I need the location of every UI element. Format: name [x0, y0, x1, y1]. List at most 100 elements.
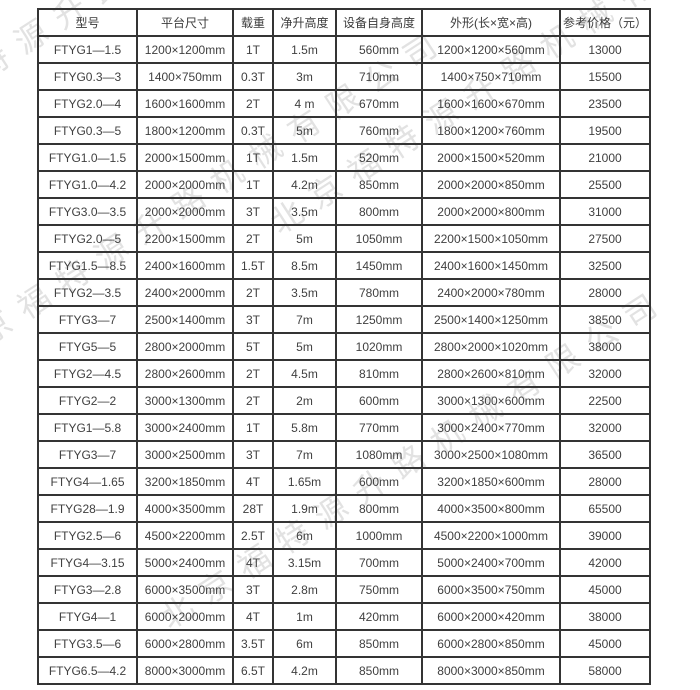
- table-cell-col6: 15500: [558, 62, 652, 91]
- table-cell-col1: 2500×1400mm: [136, 305, 234, 334]
- table-row: FTYG3—7 2500×1400mm 3T 7m 1250mm 2500×1400×12…: [37, 305, 652, 334]
- table-cell-col2: 4T: [232, 548, 274, 577]
- table-cell-col1: 2200×1500mm: [136, 224, 234, 253]
- table-cell-col2: 3T: [232, 305, 274, 334]
- table-cell-col0: FTYG2—3.5: [37, 278, 138, 307]
- table-cell-col2: 2T: [232, 386, 274, 415]
- table-row: FTYG1—1.5 1200×1200mm 1T 1.5m 560mm 1200×1200…: [37, 35, 652, 64]
- table-cell-col4: 1000mm: [335, 521, 423, 550]
- table-cell-col5: 2400×1600×1450mm: [421, 251, 561, 280]
- table-cell-col1: 6000×2800mm: [136, 629, 234, 658]
- table-cell-col6: 32500: [558, 251, 652, 280]
- table-cell-col4: 1050mm: [335, 224, 423, 253]
- table-cell-col0: FTYG4—3.15: [37, 548, 138, 577]
- table-row: FTYG1.0—1.5 2000×1500mm 1T 1.5m 520mm 2000×15…: [37, 143, 652, 172]
- table-cell-col4: 850mm: [335, 629, 423, 658]
- table-cell-col3: 3.5m: [272, 278, 337, 307]
- table-cell-col6: 39000: [558, 521, 652, 550]
- table-row: FTYG0.3—3 1400×750mm 0.3T 3m 710mm 1400×750×7…: [37, 62, 652, 91]
- table-cell-col1: 3000×1300mm: [136, 386, 234, 415]
- table-cell-col2: 2T: [232, 89, 274, 118]
- table-row: FTYG4—3.15 5000×2400mm 4T 3.15m 700mm 5000×24…: [37, 548, 652, 577]
- table-cell-col6: 21000: [558, 143, 652, 172]
- table-cell-col6: 38000: [558, 332, 652, 361]
- table-row: FTYG1—5.8 3000×2400mm 1T 5.8m 770mm 3000×2400…: [37, 413, 652, 442]
- table-cell-col1: 3000×2500mm: [136, 440, 234, 469]
- column-header-2: 载重: [232, 8, 274, 37]
- column-header-1: 平台尺寸: [136, 8, 234, 37]
- table-cell-col1: 1800×1200mm: [136, 116, 234, 145]
- table-cell-col3: 4.5m: [272, 359, 337, 388]
- table-cell-col0: FTYG4—1: [37, 602, 138, 631]
- table-cell-col3: 4 m: [272, 89, 337, 118]
- table-cell-col0: FTYG2—2: [37, 386, 138, 415]
- table-cell-col5: 3000×1300×600mm: [421, 386, 561, 415]
- table-cell-col5: 6000×3500×750mm: [421, 575, 561, 604]
- table-cell-col2: 1T: [232, 35, 274, 64]
- table-row: FTYG4—1 6000×2000mm 4T 1m 420mm 6000×2000×420…: [37, 602, 652, 631]
- table-cell-col2: 3.5T: [232, 629, 274, 658]
- table-cell-col2: 2T: [232, 224, 274, 253]
- table-cell-col2: 1.5T: [232, 251, 274, 280]
- table-cell-col4: 520mm: [335, 143, 423, 172]
- table-cell-col6: 42000: [558, 548, 652, 577]
- table-cell-col1: 6000×3500mm: [136, 575, 234, 604]
- table-cell-col2: 0.3T: [232, 62, 274, 91]
- table-cell-col6: 19500: [558, 116, 652, 145]
- table-cell-col0: FTYG3.5—6: [37, 629, 138, 658]
- table-cell-col5: 4500×2200×1000mm: [421, 521, 561, 550]
- table-cell-col0: FTYG2.5—6: [37, 521, 138, 550]
- table-cell-col5: 5000×2400×700mm: [421, 548, 561, 577]
- table-cell-col5: 2000×2000×800mm: [421, 197, 561, 226]
- table-cell-col6: 27500: [558, 224, 652, 253]
- table-cell-col3: 1.5m: [272, 143, 337, 172]
- table-cell-col4: 710mm: [335, 62, 423, 91]
- column-header-6: 参考价格（元）: [558, 8, 652, 37]
- table-cell-col2: 2T: [232, 278, 274, 307]
- table-cell-col6: 65500: [558, 494, 652, 523]
- table-row: FTYG2—2 3000×1300mm 2T 2m 600mm 3000×1300×600…: [37, 386, 652, 415]
- table-cell-col2: 28T: [232, 494, 274, 523]
- lift-platform-spec-table: 型号 平台尺寸 载重 净升高度 设备自身高度 外形(长×宽×高) 参考价格（元） FTYG1…: [37, 8, 652, 685]
- table-cell-col2: 2T: [232, 359, 274, 388]
- table-cell-col2: 4T: [232, 467, 274, 496]
- table-cell-col6: 28000: [558, 467, 652, 496]
- table-cell-col0: FTYG6.5—4.2: [37, 656, 138, 685]
- table-cell-col6: 36500: [558, 440, 652, 469]
- table-cell-col4: 780mm: [335, 278, 423, 307]
- table-cell-col5: 2400×2000×780mm: [421, 278, 561, 307]
- table-cell-col0: FTYG5—5: [37, 332, 138, 361]
- table-cell-col0: FTYG1.0—4.2: [37, 170, 138, 199]
- table-cell-col3: 1.9m: [272, 494, 337, 523]
- table-row: FTYG2.0—5 2200×1500mm 2T 5m 1050mm 2200×1500×…: [37, 224, 652, 253]
- table-cell-col2: 2.5T: [232, 521, 274, 550]
- table-row: FTYG5—5 2800×2000mm 5T 5m 1020mm 2800×2000×10…: [37, 332, 652, 361]
- table-cell-col0: FTYG4—1.65: [37, 467, 138, 496]
- table-cell-col6: 45000: [558, 629, 652, 658]
- table-cell-col1: 2400×2000mm: [136, 278, 234, 307]
- table-cell-col5: 2800×2600×810mm: [421, 359, 561, 388]
- table-cell-col2: 1T: [232, 170, 274, 199]
- table-cell-col6: 45000: [558, 575, 652, 604]
- table-cell-col3: 5m: [272, 116, 337, 145]
- table-cell-col4: 700mm: [335, 548, 423, 577]
- table-cell-col0: FTYG28—1.9: [37, 494, 138, 523]
- table-cell-col2: 1T: [232, 413, 274, 442]
- table-row: FTYG2.0—4 1600×1600mm 2T 4 m 670mm 1600×1600×…: [37, 89, 652, 118]
- table-cell-col3: 6m: [272, 521, 337, 550]
- table-cell-col6: 23500: [558, 89, 652, 118]
- table-cell-col1: 4000×3500mm: [136, 494, 234, 523]
- table-cell-col1: 1600×1600mm: [136, 89, 234, 118]
- table-cell-col6: 38000: [558, 602, 652, 631]
- table-header-row: 型号 平台尺寸 载重 净升高度 设备自身高度 外形(长×宽×高) 参考价格（元）: [37, 8, 652, 37]
- table-cell-col1: 2800×2600mm: [136, 359, 234, 388]
- table-cell-col5: 6000×2000×420mm: [421, 602, 561, 631]
- table-cell-col4: 760mm: [335, 116, 423, 145]
- table-row: FTYG3.0—3.5 2000×2000mm 3T 3.5m 800mm 2000×20…: [37, 197, 652, 226]
- table-cell-col4: 420mm: [335, 602, 423, 631]
- table-cell-col5: 3200×1850×600mm: [421, 467, 561, 496]
- table-cell-col6: 28000: [558, 278, 652, 307]
- table-row: FTYG2—3.5 2400×2000mm 2T 3.5m 780mm 2400×2000…: [37, 278, 652, 307]
- table-cell-col0: FTYG0.3—5: [37, 116, 138, 145]
- table-cell-col4: 600mm: [335, 467, 423, 496]
